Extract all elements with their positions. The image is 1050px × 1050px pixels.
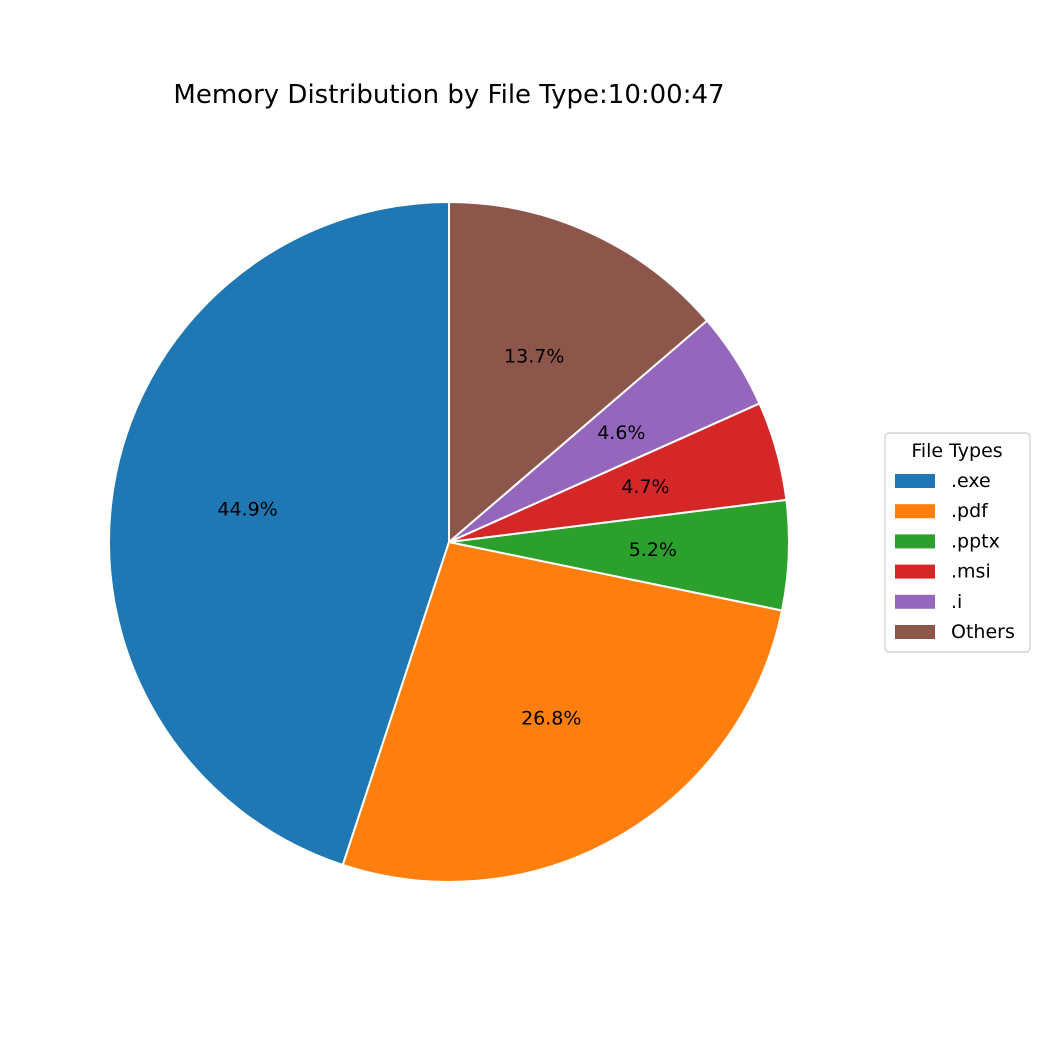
pie-percent-labels: 44.9% 26.8% 5.2% 4.7% 4.6% 13.7% [217,346,677,730]
pie-percent-label: 26.8% [521,708,581,730]
legend-title: File Types [911,440,1002,462]
legend-swatch [895,564,935,579]
pie-percent-label: 5.2% [629,539,677,561]
legend-label: .exe [951,470,991,492]
legend-label: .i [951,591,962,613]
legend-items: .exe .pdf .pptx .msi .i Others [895,470,1015,643]
pie-slices [108,201,790,883]
legend-swatch [895,474,935,488]
legend-swatch [895,594,935,609]
legend-label: Others [951,621,1015,643]
legend-swatch [895,504,935,519]
pie-percent-label: 44.9% [217,499,277,521]
legend-swatch [895,625,935,639]
pie-slice-others [448,201,709,543]
legend-label: .msi [951,561,991,583]
pie-percent-label: 4.6% [597,422,645,444]
legend-label: .pdf [951,500,989,522]
legend: File Types .exe .pdf .pptx .msi .i Others [884,432,1031,653]
legend-swatch [895,534,935,549]
pie-slice-exe [108,201,450,866]
pie-percent-label: 13.7% [504,346,564,368]
pie-slice-pdf [341,541,784,883]
legend-label: .pptx [951,530,1000,552]
pie-percent-label: 4.7% [621,476,669,498]
chart-title: Memory Distribution by File Type:10:00:4… [173,80,724,110]
